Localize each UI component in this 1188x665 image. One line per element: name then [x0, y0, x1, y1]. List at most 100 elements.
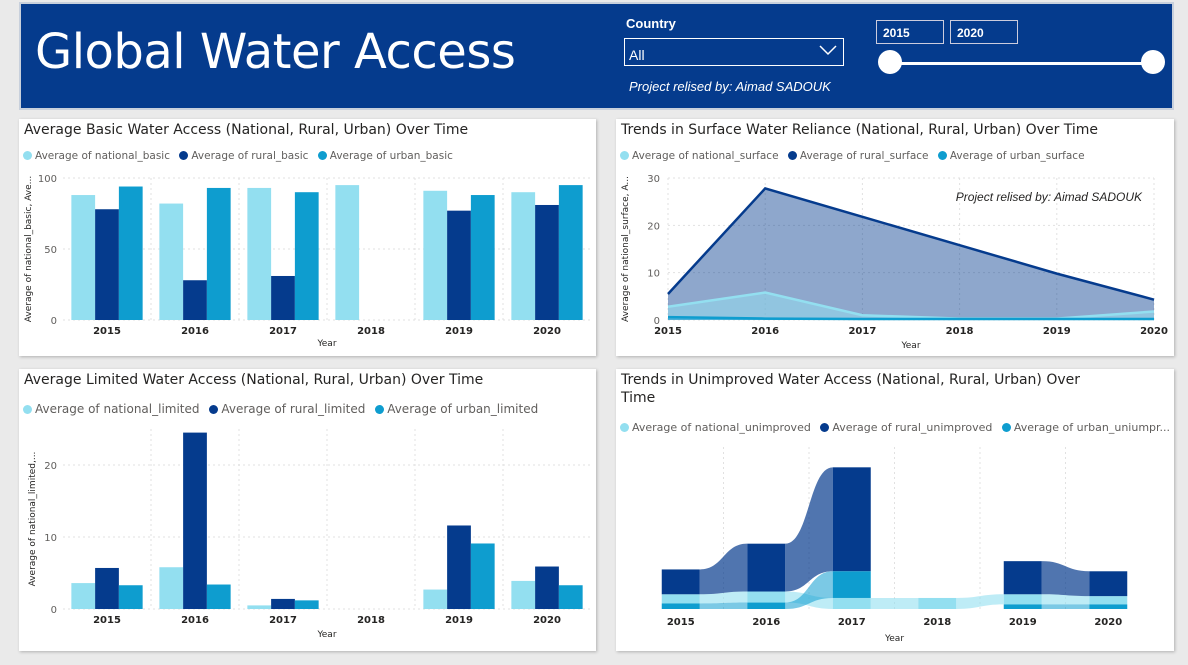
basic-access-bar-chart[interactable]: 0 50 100 2015 2016 2017 2018 2019 2020 Year Averag… [19, 119, 596, 356]
legend-item-rural[interactable]: Average of rural_surface [787, 150, 929, 162]
bar-rural-2020[interactable] [535, 204, 559, 320]
bar-urban-2017[interactable] [832, 571, 871, 598]
legend-dot-icon [787, 151, 797, 160]
legend-item-national[interactable]: Average of national_unimproved [620, 421, 811, 434]
bar-national-2016[interactable] [159, 203, 184, 320]
bar-national-2015[interactable] [71, 583, 96, 609]
bar-national-2018[interactable] [335, 185, 360, 320]
year-slider-end-handle[interactable] [1141, 50, 1165, 74]
bar-urban-2015[interactable] [118, 585, 143, 609]
legend-item-urban[interactable]: Average of urban_limited [375, 402, 538, 416]
bar-urban-2016[interactable] [206, 187, 231, 320]
x-tick-label: 2020 [1140, 326, 1168, 337]
legend-item-rural[interactable]: Average of rural_unimproved [820, 421, 992, 434]
bar-rural-2020[interactable] [535, 566, 559, 609]
surface-water-area-chart[interactable]: 0 10 20 30 2015 2016 2017 2018 2019 2020 Year Avera… [616, 119, 1174, 356]
line-urban [667, 315, 1154, 321]
bar-rural-2019[interactable] [447, 525, 471, 609]
ribbon-national[interactable] [699, 591, 748, 604]
bar-urban-2020[interactable] [558, 585, 583, 609]
ribbon-urban[interactable] [699, 602, 748, 609]
bar-rural-2020[interactable] [1089, 571, 1128, 597]
legend-item-urban[interactable]: Average of urban_basic [317, 150, 453, 162]
legend-item-rural[interactable]: Average of rural_limited [209, 402, 365, 416]
basic-access-chart-panel: Average Basic Water Access (National, Ru… [19, 119, 596, 356]
bar-urban-2019[interactable] [470, 195, 495, 320]
ribbon-national[interactable] [870, 597, 919, 609]
bar-national-2020[interactable] [1089, 596, 1128, 605]
bar-national-2017[interactable] [247, 605, 272, 609]
chart-legend[interactable]: Average of national_limited Average of r… [23, 402, 544, 416]
year-slider-track[interactable] [889, 62, 1153, 65]
bar-urban-2019[interactable] [1003, 604, 1042, 609]
bar-national-2018[interactable] [918, 597, 957, 609]
year-end-input[interactable]: 2020 [950, 20, 1018, 44]
bar-national-2016[interactable] [159, 567, 184, 609]
x-tick-label: 2020 [1094, 617, 1122, 628]
year-start-input[interactable]: 2015 [876, 20, 944, 44]
ribbon-urban[interactable] [785, 571, 833, 609]
x-tick-label: 2020 [533, 615, 561, 626]
bar-rural-2015[interactable] [95, 209, 119, 320]
x-tick-label: 2015 [667, 617, 695, 628]
ribbon-national[interactable] [956, 594, 1004, 609]
bar-national-2015[interactable] [71, 195, 96, 320]
bar-rural-2017[interactable] [271, 275, 295, 320]
bar-urban-2019[interactable] [470, 543, 495, 609]
bar-national-2019[interactable] [423, 190, 448, 320]
bar-national-2017[interactable] [247, 187, 272, 320]
bar-rural-2019[interactable] [1003, 561, 1042, 595]
bar-urban-2015[interactable] [661, 603, 700, 609]
chart-legend[interactable]: Average of national_basic Average of rur… [23, 150, 459, 162]
bar-rural-2017[interactable] [271, 598, 295, 609]
unimproved-access-ribbon-chart[interactable]: 2015 2016 2017 2018 2019 2020 Year [616, 369, 1174, 651]
limited-access-bar-chart[interactable]: 0 10 20 2015 2016 2017 2018 2019 2020 Year Average… [19, 369, 596, 651]
bar-urban-2017[interactable] [294, 192, 319, 320]
bar-rural-2015[interactable] [661, 569, 700, 595]
y-axis-label: Average of national_surface, A... [621, 176, 631, 322]
dashboard-header: Global Water Access Country All Project … [19, 2, 1174, 110]
legend-item-national[interactable]: Average of national_limited [23, 402, 200, 416]
y-tick-label: 30 [647, 174, 660, 185]
legend-item-urban[interactable]: Average of urban_surface [937, 150, 1085, 162]
legend-dot-icon [317, 151, 327, 160]
y-axis-label: Average of national_limited,... [28, 452, 38, 587]
bar-national-2020[interactable] [511, 192, 536, 320]
bar-rural-2016[interactable] [747, 543, 786, 592]
bar-rural-2016[interactable] [183, 432, 207, 609]
bar-rural-2019[interactable] [447, 210, 471, 320]
chevron-down-icon [819, 43, 837, 59]
legend-item-national[interactable]: Average of national_basic [23, 150, 170, 162]
x-tick-label: 2016 [751, 326, 779, 337]
bar-national-2016[interactable] [747, 591, 786, 603]
chart-legend[interactable]: Average of national_unimproved Average o… [620, 421, 1176, 434]
legend-item-urban[interactable]: Average of urban_uniumpr... [1001, 421, 1170, 434]
bar-rural-2015[interactable] [95, 567, 119, 609]
legend-dot-icon [179, 151, 189, 160]
bar-urban-2016[interactable] [747, 602, 786, 609]
ribbon-urban[interactable] [1041, 604, 1090, 609]
ribbon-national[interactable] [1041, 594, 1090, 605]
bar-national-2015[interactable] [661, 594, 700, 604]
bar-rural-2016[interactable] [183, 280, 207, 320]
bar-national-2019[interactable] [423, 589, 448, 609]
limited-access-chart-panel: Average Limited Water Access (National, … [19, 369, 596, 651]
bar-urban-2015[interactable] [118, 186, 143, 320]
country-dropdown[interactable]: All [624, 38, 844, 66]
legend-item-national[interactable]: Average of national_surface [620, 150, 779, 162]
chart-legend[interactable]: Average of national_surface Average of r… [620, 150, 1091, 162]
bar-urban-2017[interactable] [294, 600, 319, 609]
bar-urban-2020[interactable] [1089, 604, 1128, 609]
bar-urban-2020[interactable] [558, 185, 583, 320]
bar-urban-2016[interactable] [206, 584, 231, 609]
bar-national-2019[interactable] [1003, 594, 1042, 605]
bar-national-2020[interactable] [511, 580, 536, 609]
ribbon-rural[interactable] [785, 467, 833, 592]
bar-rural-2017[interactable] [832, 467, 871, 572]
bar-national-2017[interactable] [832, 597, 871, 609]
x-tick-label: 2015 [93, 615, 121, 626]
year-slider-start-handle[interactable] [878, 50, 902, 74]
ribbon-rural[interactable] [699, 543, 748, 595]
legend-item-rural[interactable]: Average of rural_basic [179, 150, 308, 162]
ribbon-rural[interactable] [1041, 561, 1090, 597]
